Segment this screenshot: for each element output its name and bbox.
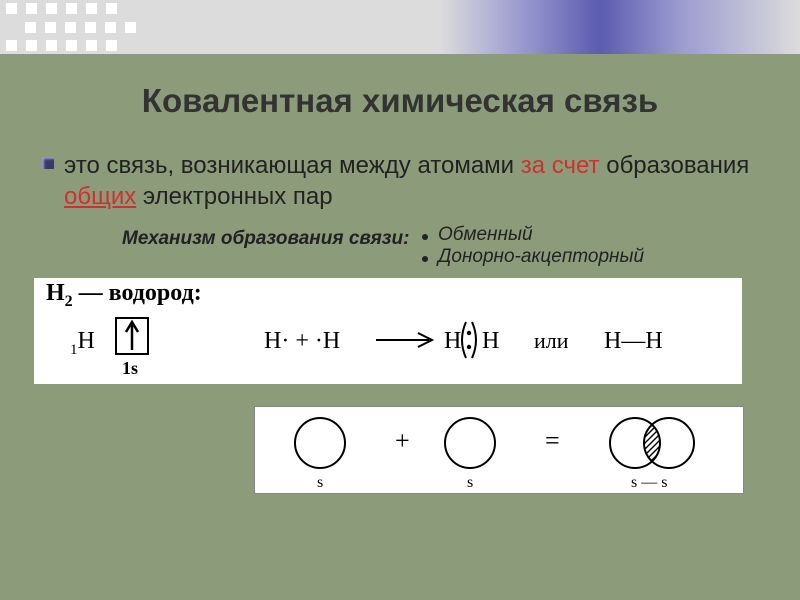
electron-dot: [467, 331, 471, 335]
mechanism-row: Механизм образования связи: Обменный Дон…: [42, 224, 758, 268]
lens-right: [472, 322, 476, 358]
bullet-dot-icon: [422, 256, 428, 262]
decorative-top-band: [0, 0, 800, 54]
orbital-label: 1s: [122, 358, 138, 378]
lens-left: [462, 322, 466, 358]
ss-label: s — s: [631, 474, 667, 491]
def-part3: электронных пар: [136, 183, 332, 210]
decorative-squares: [0, 0, 136, 54]
mechanism-item-label: Обменный: [438, 224, 533, 246]
bullet-dot-icon: [422, 234, 428, 240]
s-label-2: s: [467, 474, 473, 491]
eq-h-left: H: [444, 328, 461, 354]
electron-dot: [467, 345, 471, 349]
slide-body: Ковалентная химическая связь это связь, …: [0, 54, 800, 600]
atom-1h: 1H: [70, 328, 95, 358]
bullet-icon: [42, 157, 54, 169]
def-hl1: за счет: [521, 152, 600, 179]
hydrogen-diagram-panel: H2 — водород: 1H 1s H· + ·H H H или H: [34, 278, 742, 384]
mechanism-item: Обменный: [422, 224, 644, 246]
mechanism-label: Механизм образования связи:: [122, 224, 422, 268]
def-part1: это связь, возникающая между атомами: [64, 152, 521, 179]
definition-text: это связь, возникающая между атомами за …: [64, 150, 758, 212]
slide-title: Ковалентная химическая связь: [42, 82, 758, 120]
s-orbital-1: [295, 418, 345, 468]
eq-or: или: [534, 328, 569, 353]
h2-label: H2 — водород:: [46, 280, 202, 310]
definition-row: это связь, возникающая между атомами за …: [42, 150, 758, 212]
orbital-overlap-svg: s + s = s — s: [255, 407, 745, 495]
hydrogen-diagram-svg: H2 — водород: 1H 1s H· + ·H H H или H: [34, 278, 742, 384]
mechanism-item: Донорно-акцепторный: [422, 246, 644, 268]
equation-left: H· + ·H: [264, 328, 340, 354]
mechanism-list: Обменный Донорно-акцепторный: [422, 224, 644, 268]
s-orbital-2: [445, 418, 495, 468]
plus-sign: +: [395, 426, 410, 455]
equals-sign: =: [545, 426, 560, 455]
s-label-1: s: [317, 474, 323, 491]
mechanism-item-label: Донорно-акцепторный: [438, 246, 644, 268]
eq-hh: H—H: [604, 328, 663, 354]
def-hl2: общих: [64, 183, 136, 210]
def-part2: образования: [600, 152, 750, 179]
eq-h-right: H: [482, 328, 499, 354]
orbital-overlap-panel: s + s = s — s: [254, 406, 744, 494]
